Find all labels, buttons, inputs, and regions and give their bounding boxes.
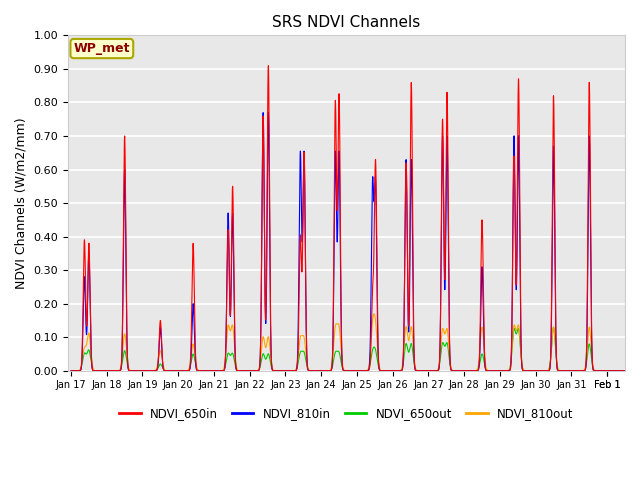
Legend: NDVI_650in, NDVI_810in, NDVI_650out, NDVI_810out: NDVI_650in, NDVI_810in, NDVI_650out, NDV…: [115, 403, 579, 425]
Text: WP_met: WP_met: [74, 42, 130, 55]
Title: SRS NDVI Channels: SRS NDVI Channels: [273, 15, 420, 30]
Y-axis label: NDVI Channels (W/m2/mm): NDVI Channels (W/m2/mm): [15, 117, 28, 289]
